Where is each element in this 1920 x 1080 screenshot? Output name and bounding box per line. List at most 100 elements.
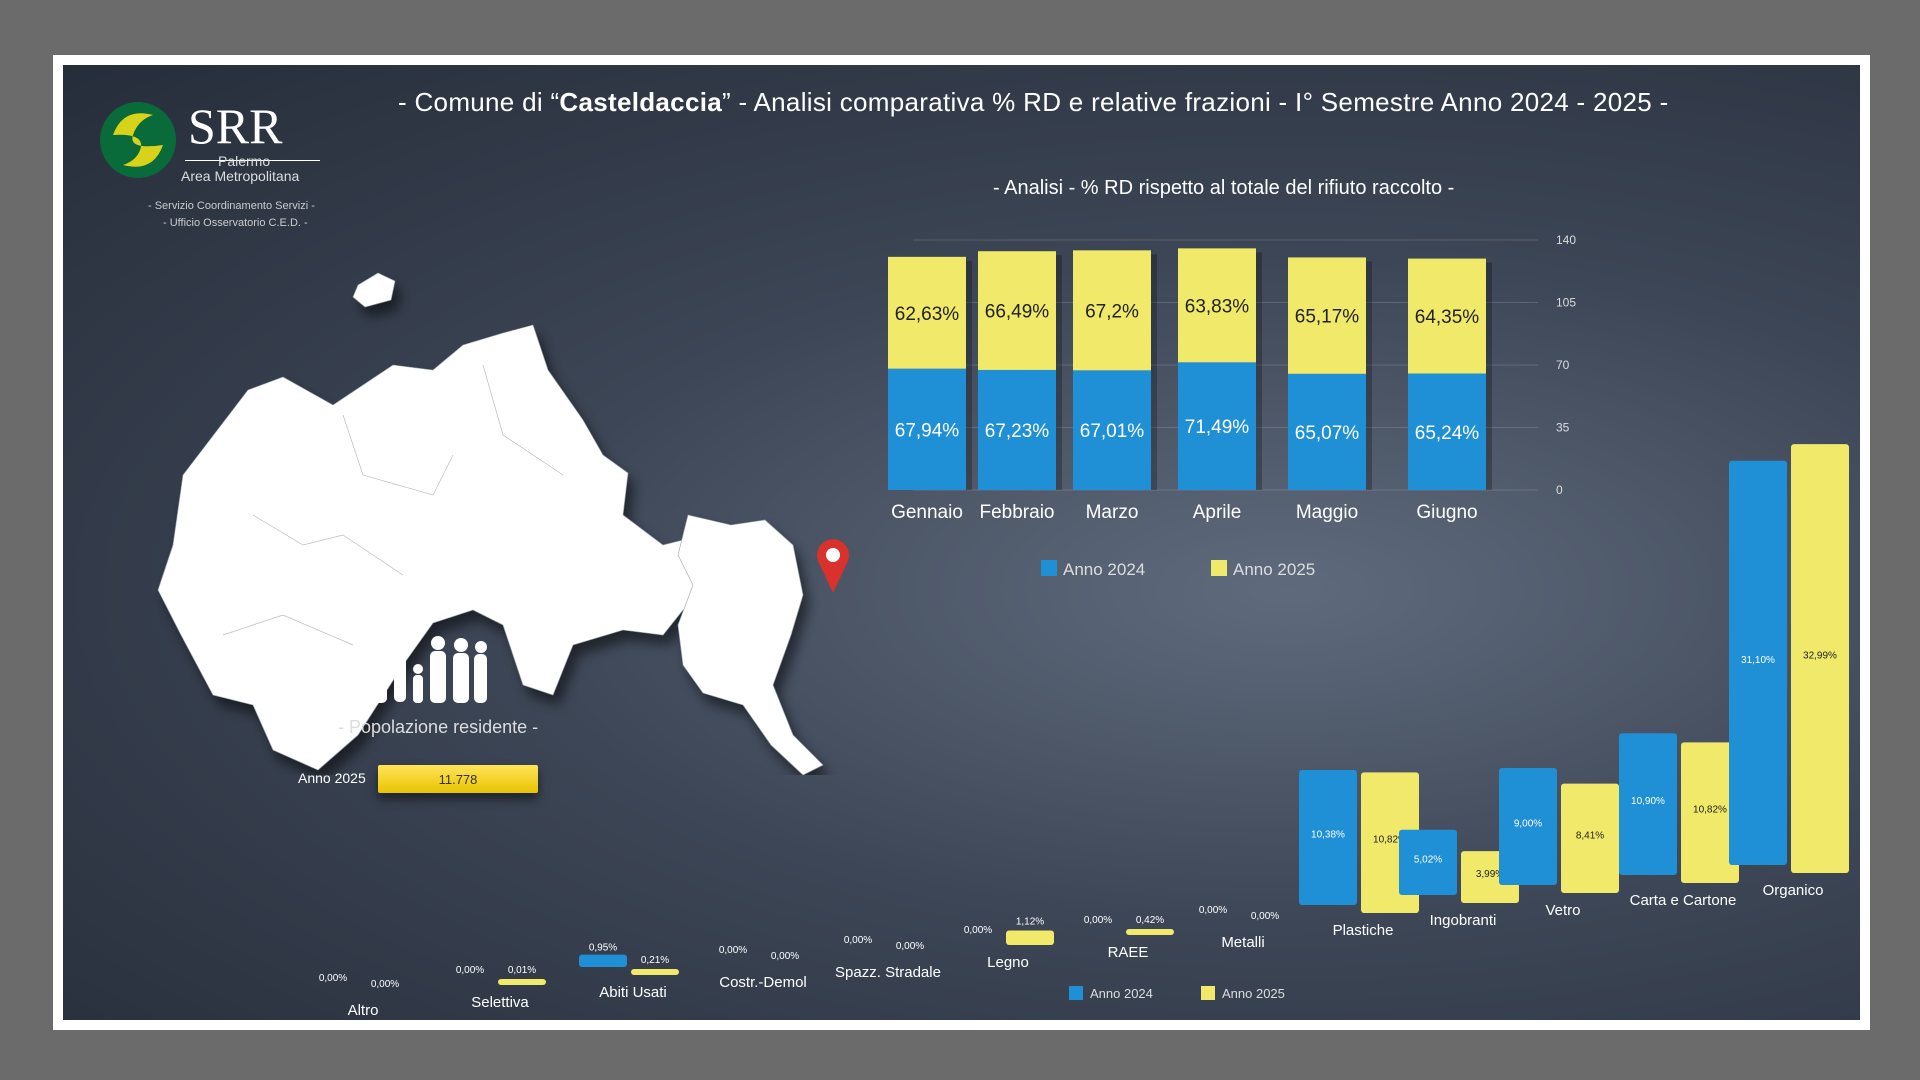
bar-anno-2025 [498, 979, 546, 985]
bar-anno-2024 [1399, 829, 1457, 895]
bar-anno-2024 [1073, 370, 1151, 490]
bar-anno-2024 [1299, 770, 1357, 905]
office-line-1: - Servizio Coordinamento Servizi - [148, 200, 315, 212]
bar-anno-2025 [631, 969, 679, 975]
bar-anno-2024 [579, 954, 627, 967]
population-value: 11.778 [438, 772, 478, 787]
y-tick-label: 0 [1556, 483, 1563, 497]
bar-anno-2025 [888, 256, 966, 369]
data-label: 10,82% [1373, 835, 1407, 846]
x-tick-label: Altro [348, 1002, 379, 1019]
bar-anno-2024 [1178, 362, 1256, 490]
bar-anno-2025 [1073, 250, 1151, 371]
legend-swatch-2024 [1041, 560, 1057, 576]
bar-side [1256, 252, 1262, 490]
legend-label-2024: Anno 2024 [1063, 560, 1145, 579]
y-tick-label: 140 [1556, 233, 1576, 247]
family-icon [373, 636, 487, 703]
data-label: 0,00% [1251, 911, 1279, 922]
chart-subtitle: - Analisi - % RD rispetto al totale del … [993, 177, 1455, 199]
office-line-2: - Ufficio Osservatorio C.E.D. - [163, 217, 308, 229]
bar-anno-2025 [1408, 258, 1486, 374]
map-icon [157, 272, 824, 775]
data-label: 0,00% [1199, 905, 1227, 916]
data-label: 0,00% [719, 945, 747, 956]
data-label: 10,82% [1693, 805, 1727, 816]
data-label: 71,49% [1185, 417, 1250, 438]
srr-logo-icon [100, 102, 176, 178]
legend-swatch-2025 [1211, 560, 1227, 576]
bar-anno-2024 [888, 368, 966, 490]
data-label: 32,99% [1803, 651, 1837, 662]
data-label: 67,01% [1080, 421, 1145, 442]
x-tick-label: Carta e Cartone [1630, 892, 1737, 909]
fractions-chart: 0,00% 0,00% Altro 0,00% 0,01% Selettiva 0,95% 0… [319, 444, 1849, 1019]
data-label: 67,2% [1085, 301, 1139, 322]
data-label: 67,94% [895, 420, 960, 441]
data-label: 67,23% [985, 421, 1050, 442]
bar-anno-2024 [1729, 460, 1787, 865]
location-pin-icon [817, 539, 849, 593]
data-label: 1,12% [1016, 916, 1044, 927]
x-tick-label: Metalli [1221, 934, 1264, 951]
logo-divider [185, 160, 320, 161]
legend-label-2024: Anno 2024 [1090, 986, 1153, 1001]
data-label: 0,21% [641, 955, 669, 966]
x-tick-label: Gennaio [891, 502, 963, 523]
x-tick-label: Vetro [1545, 902, 1580, 919]
data-label: 66,49% [985, 302, 1050, 323]
city-name: Casteldaccia [559, 87, 722, 117]
population-year: Anno 2025 [298, 770, 366, 786]
rd-monthly-chart: 0 35 70 105 140 67,94% 62,63% Gennaio 67,23% 66,4… [888, 233, 1576, 579]
x-tick-label: Marzo [1086, 502, 1139, 523]
data-label: 8,41% [1576, 830, 1604, 841]
data-label: 0,00% [1084, 915, 1112, 926]
data-label: 0,00% [456, 965, 484, 976]
bar-anno-2024 [1499, 768, 1557, 885]
y-tick-label: 105 [1556, 296, 1576, 310]
data-label: 0,42% [1136, 915, 1164, 926]
bar-anno-2025 [1681, 742, 1739, 883]
data-label: 9,00% [1514, 819, 1542, 830]
logo-area: Area Metropolitana [181, 168, 300, 184]
data-label: 0,01% [508, 965, 536, 976]
data-label: 0,00% [371, 979, 399, 990]
x-tick-label: Febbraio [980, 502, 1055, 523]
legend-label-2025: Anno 2025 [1233, 560, 1315, 579]
data-label: 0,00% [844, 935, 872, 946]
population-label: - Popolazione residente - [338, 717, 539, 737]
data-label: 0,95% [589, 943, 617, 954]
bar-anno-2025 [1126, 929, 1174, 935]
bar-side [966, 260, 972, 490]
bar-anno-2025 [1006, 930, 1054, 945]
data-label: 65,17% [1295, 307, 1360, 328]
x-tick-label: Aprile [1193, 502, 1242, 523]
x-tick-label: Ingobranti [1430, 912, 1497, 929]
legend-swatch-2024 [1069, 986, 1083, 1000]
x-tick-label: Costr.-Demol [719, 974, 807, 991]
x-tick-label: Legno [987, 954, 1029, 971]
y-tick-label: 35 [1556, 421, 1570, 435]
population-bar [378, 765, 538, 793]
x-tick-label: Maggio [1296, 502, 1358, 523]
x-tick-label: Spazz. Stradale [835, 964, 941, 981]
page-title: - Comune di “Casteldaccia” - Analisi com… [398, 87, 1669, 117]
x-tick-label: RAEE [1108, 944, 1149, 961]
x-tick-label: Abiti Usati [599, 984, 667, 1001]
data-label: 65,24% [1415, 423, 1480, 444]
logo-name: SRR [188, 98, 283, 154]
data-label: 5,02% [1414, 854, 1442, 865]
data-label: 10,90% [1631, 796, 1665, 807]
bar-side [1151, 254, 1157, 490]
bar-side [1486, 262, 1492, 490]
bar-anno-2024 [1288, 373, 1366, 490]
dashboard-panel: SRR Palermo Area Metropolitana - Servizi… [63, 65, 1860, 1020]
legend-swatch-2025 [1201, 986, 1215, 1000]
bar-anno-2025 [1791, 444, 1849, 873]
x-tick-label: Selettiva [471, 994, 529, 1011]
data-label: 63,83% [1185, 296, 1250, 317]
data-label: 64,35% [1415, 307, 1480, 328]
bar-anno-2025 [1288, 257, 1366, 374]
legend-label-2025: Anno 2025 [1222, 986, 1285, 1001]
x-tick-label: Organico [1763, 882, 1824, 899]
